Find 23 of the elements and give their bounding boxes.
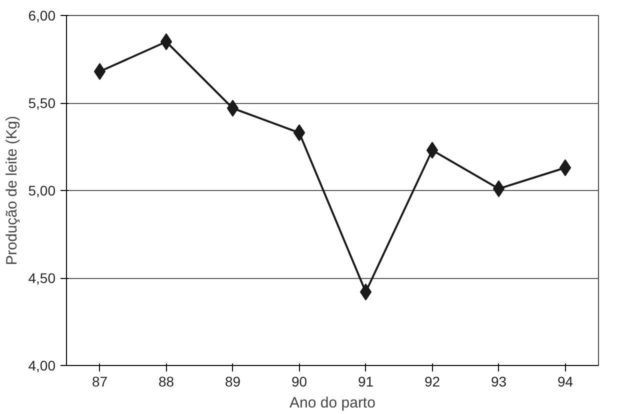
x-tick-label: 93 <box>490 374 507 390</box>
y-tick-label: 4,00 <box>28 358 56 374</box>
point <box>426 142 438 159</box>
point <box>360 284 372 300</box>
x-tick-label: 94 <box>557 374 574 390</box>
x-tick-label: 91 <box>358 374 374 390</box>
y-axis-title: Produção de leite (Kg) <box>3 116 20 266</box>
y-tick-label: 4,50 <box>28 270 56 286</box>
x-tick-label: 88 <box>158 374 174 390</box>
x-tick-label: 89 <box>224 374 241 390</box>
point <box>226 100 239 117</box>
y-tick-label: 6,00 <box>28 8 56 24</box>
point <box>559 159 572 176</box>
y-tick-label: 5,50 <box>28 95 56 111</box>
point <box>293 124 306 142</box>
x-tick-label: 90 <box>291 374 308 390</box>
y-tick-label: 5,00 <box>28 182 56 198</box>
point <box>492 180 505 198</box>
x-axis-title: Ano do parto <box>290 394 376 412</box>
x-tick-label: 92 <box>424 374 440 390</box>
point <box>94 63 106 80</box>
x-tick-label: 87 <box>92 374 108 390</box>
point <box>160 33 172 50</box>
